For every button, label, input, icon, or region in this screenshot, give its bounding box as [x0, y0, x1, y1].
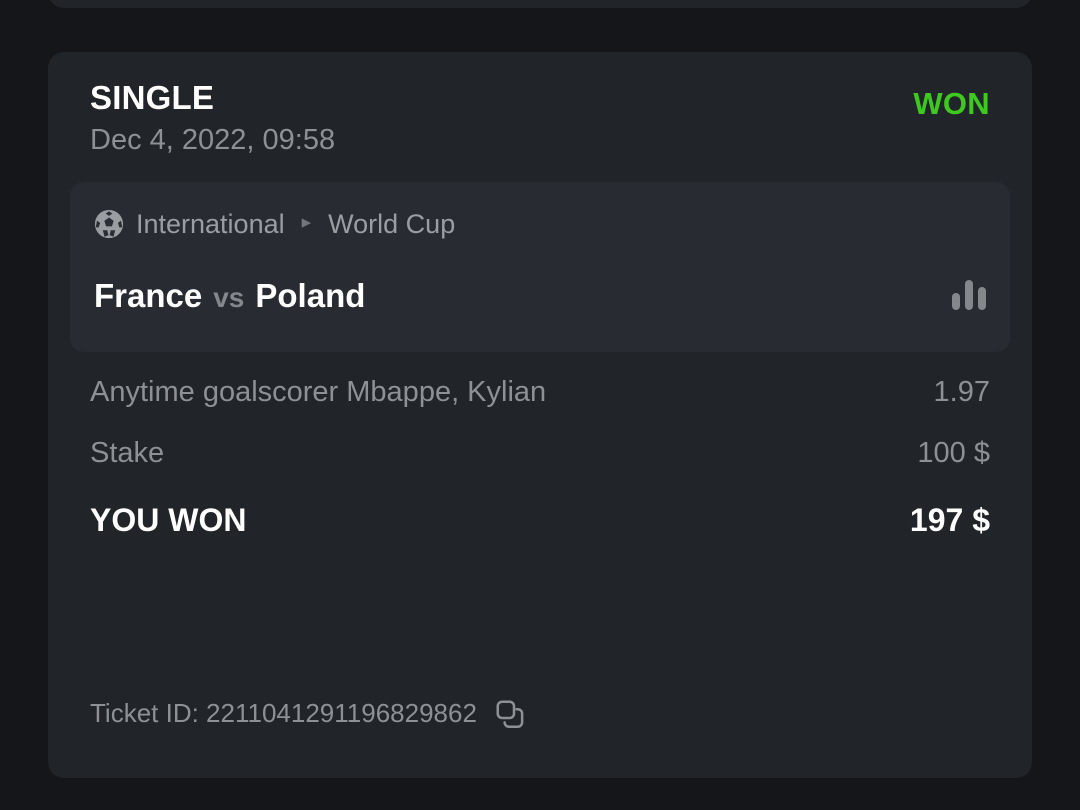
breadcrumb: International ▸ World Cup: [94, 208, 455, 240]
breadcrumb-league: World Cup: [328, 209, 456, 239]
bet-type-label: SINGLE: [90, 79, 215, 116]
payout-value: 197 $: [909, 502, 990, 538]
breadcrumb-separator-icon: ▸: [301, 211, 312, 233]
detail-row-stake: Stake 100 $: [90, 433, 990, 494]
ticket-footer: Ticket ID: 2211041291196829862: [90, 696, 990, 730]
bar-chart-bar-1: [952, 293, 960, 310]
away-team-name: Poland: [255, 277, 366, 314]
stake-label: Stake: [90, 437, 165, 469]
bar-chart-bar-3: [978, 287, 986, 310]
selection-label: Anytime goalscorer Mbappe, Kylian: [90, 376, 547, 408]
breadcrumb-region: International: [136, 209, 285, 239]
vs-label: vs: [213, 282, 245, 313]
bet-datetime: Dec 4, 2022, 09:58: [90, 124, 336, 156]
soccer-ball-icon: [94, 209, 124, 239]
bet-details: Anytime goalscorer Mbappe, Kylian 1.97 S…: [90, 372, 990, 568]
stake-value: 100 $: [917, 437, 990, 469]
bar-chart-icon[interactable]: [952, 280, 986, 310]
detail-row-selection: Anytime goalscorer Mbappe, Kylian 1.97: [90, 372, 990, 433]
ticket-card[interactable]: SINGLE Dec 4, 2022, 09:58 WON Internatio…: [48, 52, 1032, 778]
home-team-name: France: [94, 277, 203, 314]
status-badge: WON: [913, 86, 990, 121]
detail-row-payout: YOU WON 197 $: [90, 498, 990, 568]
previous-ticket-card-partial[interactable]: [48, 0, 1032, 8]
selection-odds: 1.97: [933, 376, 990, 408]
ticket-header: SINGLE Dec 4, 2022, 09:58 WON: [90, 78, 990, 166]
payout-label: YOU WON: [90, 502, 247, 538]
bar-chart-bar-2: [965, 280, 973, 310]
match-panel[interactable]: International ▸ World Cup France vs Pola…: [70, 182, 1010, 352]
match-teams: France vs Poland: [94, 275, 365, 319]
ticket-id-text: Ticket ID: 2211041291196829862: [90, 698, 477, 728]
copy-icon[interactable]: [494, 698, 524, 728]
